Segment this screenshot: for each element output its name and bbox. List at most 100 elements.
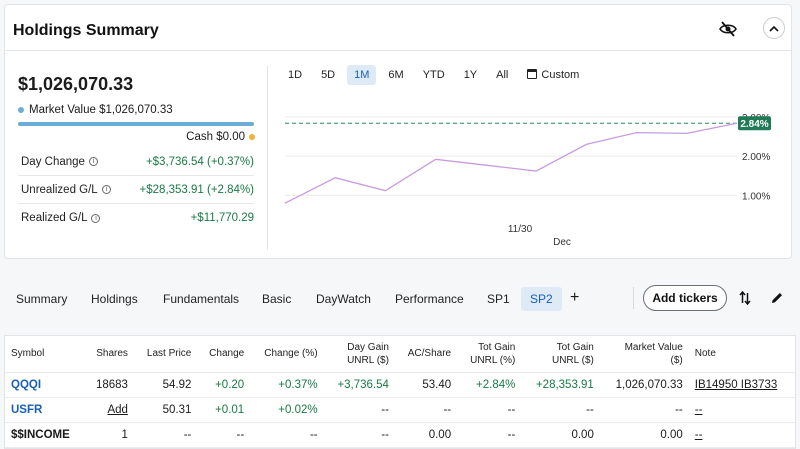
change-pct-cell: +0.37% [250,372,324,398]
change-cell: -- [197,422,251,448]
eye-off-icon[interactable] [719,21,737,37]
range-1y[interactable]: 1Y [463,69,478,81]
col-header-change-pct[interactable]: Change (%) [250,336,324,373]
symbol-link[interactable]: USFR [5,397,85,423]
y-tick-label: 1.00% [742,191,770,202]
range-1m[interactable]: 1M [347,65,377,85]
cash-dot [249,134,255,140]
tot-gain-cell: +28,353.91 [521,372,600,398]
pencil-icon[interactable] [770,291,784,305]
custom-label: Custom [541,69,580,81]
tab-divider [633,287,634,309]
change-pct-cell: -- [250,422,324,448]
change-cell: +0.20 [197,372,251,398]
market-value-dot [18,107,24,113]
note-cell[interactable]: -- [688,397,795,423]
col-header-note[interactable]: Note [688,336,795,373]
tot-gain-pct-cell: +2.84% [457,372,522,398]
market-value-cell: 0.00 [599,422,689,448]
allocation-bar-fill [18,122,254,126]
note-cell[interactable]: IB14950 IB3733 [688,372,795,398]
last-price-cell: 54.92 [133,372,198,398]
cash-value: $0.00 [216,131,245,143]
range-1d[interactable]: 1D [288,69,303,81]
col-header-symbol[interactable]: Symbol [5,336,85,373]
day-gain-cell: -- [323,422,395,448]
market-value-label: Market Value [29,104,96,116]
col-header-market-value[interactable]: Market Value ($) [599,336,689,373]
tab-daywatch[interactable]: DayWatch [316,292,371,306]
holdings-summary-card: Holdings Summary $1,026,070.33 Market Va… [4,4,792,259]
shares-cell: 1 [84,422,134,448]
add-tab-button[interactable]: + [570,289,580,306]
x-tick-label: Dec [553,237,571,248]
tab-holdings[interactable]: Holdings [91,292,138,306]
realized-gl-row: Realized G/L i +$11,770.29 [18,204,254,232]
holdings-table: Symbol Shares Last Price Change Change (… [4,335,796,449]
info-icon[interactable]: i [88,157,98,166]
col-header-last-price[interactable]: Last Price [133,336,198,373]
card-header: Holdings Summary [5,5,791,51]
table-row: USFR Add 50.31 +0.01 +0.02% -- -- -- -- … [5,397,795,423]
table-header-row: Symbol Shares Last Price Change Change (… [5,336,795,373]
tot-gain-pct-cell: -- [457,422,522,448]
range-custom[interactable]: Custom [520,65,586,85]
y-tick-label: 2.00% [742,152,770,163]
add-shares-link[interactable]: Add [84,397,134,423]
table-row: QQQI 18683 54.92 +0.20 +0.37% +3,736.54 … [5,372,795,398]
calendar-icon [527,69,538,79]
day-change-value: +$3,736.54 (+0.37%) [145,155,254,168]
add-tickers-button[interactable]: Add tickers [643,285,727,311]
market-value-cell: 1,026,070.33 [599,372,689,398]
realized-gl-label: Realized G/L [21,212,88,224]
market-value-row: Market Value $1,026,070.33 [18,104,173,116]
info-icon[interactable]: i [91,213,101,223]
tot-gain-cell: 0.00 [521,422,600,448]
page-title: Holdings Summary [13,22,159,39]
unrealized-gl-row: Unrealized G/L i +$28,353.91 (+2.84%) [18,176,254,204]
last-price-cell: 50.31 [133,397,198,423]
col-header-change[interactable]: Change [197,336,251,373]
ac-share-cell: 53.40 [394,372,458,398]
allocation-bar [18,122,254,126]
series-line [284,122,738,204]
day-gain-cell: -- [323,397,395,423]
unrealized-gl-value: +$28,353.91 (+2.84%) [139,183,254,196]
range-5d[interactable]: 5D [321,69,336,81]
col-header-tot-gain[interactable]: Tot Gain UNRL ($) [521,336,600,373]
day-change-label: Day Change [21,155,85,168]
note-cell[interactable]: -- [688,422,795,448]
realized-gl-value: +$11,770.29 [190,212,254,224]
panel-divider [267,66,268,250]
col-header-day-gain[interactable]: Day Gain UNRL ($) [323,336,395,373]
col-header-tot-gain-pct[interactable]: Tot Gain UNRL (%) [457,336,522,373]
range-6m[interactable]: 6M [388,69,404,81]
range-all[interactable]: All [496,69,509,81]
tab-summary[interactable]: Summary [16,292,68,306]
current-value-label: 2.84% [740,119,768,130]
tot-gain-pct-cell: -- [457,397,522,423]
tab-performance[interactable]: Performance [395,292,464,306]
total-value: $1,026,070.33 [18,74,134,94]
col-header-shares[interactable]: Shares [84,336,134,373]
unrealized-gl-label: Unrealized G/L [21,183,98,196]
chevron-up-icon [769,25,779,32]
summary-panel: $1,026,070.33 Market Value $1,026,070.33… [5,52,267,252]
tab-sp1[interactable]: SP1 [487,292,510,306]
tab-sp2[interactable]: SP2 [521,287,562,311]
day-gain-cell: +3,736.54 [323,372,395,398]
cash-row: Cash $0.00 [186,131,255,143]
market-value-cell: -- [599,397,689,423]
current-value-badge [738,116,771,131]
view-tabs: Summary Holdings Fundamentals Basic DayW… [0,283,800,313]
tab-fundamentals[interactable]: Fundamentals [163,292,240,306]
symbol-link[interactable]: QQQI [5,372,85,398]
tab-basic[interactable]: Basic [262,292,292,306]
ac-share-cell: 0.00 [394,422,458,448]
info-icon[interactable]: i [101,185,111,194]
sort-icon[interactable] [739,291,751,305]
range-ytd[interactable]: YTD [422,69,445,81]
col-header-ac-share[interactable]: AC/Share [394,336,458,373]
collapse-button[interactable] [763,17,785,39]
